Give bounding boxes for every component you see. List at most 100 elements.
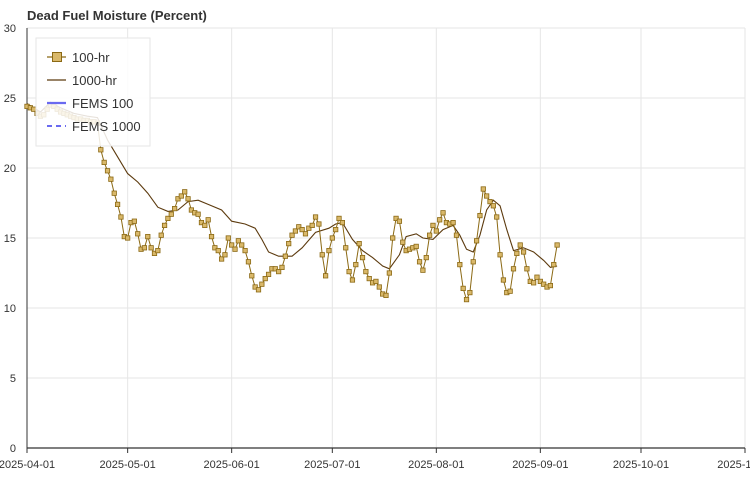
data-point-100-hr xyxy=(225,235,231,241)
data-point-100-hr xyxy=(151,250,158,256)
data-point-100-hr xyxy=(245,259,252,265)
y-tick-label: 5 xyxy=(10,373,16,385)
x-tick-label: 2025-06-01 xyxy=(204,459,260,471)
data-point-100-hr xyxy=(31,106,37,112)
data-point-100-hr xyxy=(212,245,218,251)
data-point-100-hr xyxy=(168,211,174,217)
data-point-100-hr xyxy=(239,242,245,248)
data-point-100-hr xyxy=(541,281,547,287)
x-tick-label: 2025-04-01 xyxy=(0,459,55,471)
x-tick-label: 2025-11-01 xyxy=(717,459,750,471)
data-point-100-hr xyxy=(289,232,295,238)
data-point-100-hr xyxy=(396,218,403,224)
data-point-100-hr xyxy=(537,278,543,285)
data-point-100-hr xyxy=(520,249,527,255)
data-point-100-hr xyxy=(205,217,211,223)
data-point-100-hr xyxy=(323,273,329,279)
data-point-100-hr xyxy=(343,245,349,251)
data-point-100-hr xyxy=(222,252,228,258)
data-point-100-hr xyxy=(463,296,470,303)
data-point-100-hr xyxy=(185,196,191,202)
data-point-100-hr xyxy=(265,271,272,278)
data-point-100-hr xyxy=(286,240,292,247)
data-point-100-hr xyxy=(292,228,299,234)
data-point-100-hr xyxy=(114,201,121,207)
y-tick-label: 25 xyxy=(4,93,16,105)
data-point-100-hr xyxy=(98,147,104,153)
data-point-100-hr xyxy=(259,281,265,287)
data-point-100-hr xyxy=(400,239,406,245)
data-point-100-hr xyxy=(517,242,523,248)
data-point-100-hr xyxy=(453,232,460,238)
data-point-100-hr xyxy=(279,264,285,271)
legend-item: FEMS 1000 xyxy=(47,119,141,134)
legend-label: 100-hr xyxy=(72,50,110,65)
y-tick-label: 20 xyxy=(4,163,16,175)
data-point-100-hr xyxy=(366,275,372,282)
data-point-100-hr xyxy=(473,238,480,244)
data-point-100-hr xyxy=(329,235,335,241)
chart-title: Dead Fuel Moisture (Percent) xyxy=(27,8,207,23)
data-point-100-hr xyxy=(319,252,325,258)
data-point-100-hr xyxy=(551,261,557,268)
data-point-100-hr xyxy=(202,222,208,228)
data-point-100-hr xyxy=(255,287,262,293)
y-axis-ticks: 0 5 10 15 20 25 30 xyxy=(4,23,16,455)
data-point-100-hr xyxy=(480,186,486,192)
x-tick-label: 2025-07-01 xyxy=(304,459,360,471)
data-point-100-hr xyxy=(306,225,312,231)
data-point-100-hr xyxy=(514,250,520,256)
data-point-100-hr xyxy=(470,259,476,265)
data-point-100-hr xyxy=(353,261,359,268)
data-point-100-hr xyxy=(299,226,305,233)
data-point-100-hr xyxy=(309,222,315,228)
y-tick-label: 0 xyxy=(10,443,16,455)
legend-item: 1000-hr xyxy=(47,73,117,88)
data-point-100-hr xyxy=(104,168,111,174)
data-point-100-hr xyxy=(363,268,369,275)
data-point-100-hr xyxy=(101,159,107,165)
data-point-100-hr xyxy=(218,256,225,262)
data-point-100-hr xyxy=(333,226,339,233)
data-point-100-hr xyxy=(235,238,241,244)
data-point-100-hr xyxy=(165,215,171,221)
data-point-100-hr xyxy=(272,266,278,272)
data-point-100-hr xyxy=(326,247,332,254)
data-point-100-hr xyxy=(490,203,496,209)
data-point-100-hr xyxy=(356,240,362,247)
data-point-100-hr xyxy=(413,243,419,249)
data-point-100-hr xyxy=(386,270,392,276)
legend-label: FEMS 100 xyxy=(72,96,133,111)
data-point-100-hr xyxy=(423,254,429,261)
legend: 100-hr 1000-hr FEMS 100 FEMS 1000 xyxy=(35,37,151,147)
data-point-100-hr xyxy=(547,282,554,289)
legend-marker xyxy=(52,52,62,62)
data-point-100-hr xyxy=(316,221,322,227)
data-point-100-hr xyxy=(457,261,463,268)
data-point-100-hr xyxy=(359,254,366,261)
data-point-100-hr xyxy=(487,198,493,205)
data-point-100-hr xyxy=(175,196,181,202)
data-point-100-hr xyxy=(161,222,168,228)
data-point-100-hr xyxy=(497,252,503,258)
x-axis-ticks: 2025-04-01 2025-05-01 2025-06-01 2025-07-01… xyxy=(0,448,750,471)
x-tick-label: 2025-10-01 xyxy=(613,459,669,471)
data-point-100-hr xyxy=(282,253,288,259)
data-point-100-hr xyxy=(242,247,248,254)
data-point-100-hr xyxy=(215,247,221,254)
data-point-100-hr xyxy=(252,284,258,290)
data-point-100-hr xyxy=(494,214,500,220)
y-tick-label: 15 xyxy=(4,233,16,245)
data-point-100-hr xyxy=(554,242,560,248)
data-point-100-hr xyxy=(420,267,426,273)
data-point-100-hr xyxy=(302,231,309,237)
legend-label: FEMS 1000 xyxy=(72,119,141,134)
data-point-100-hr xyxy=(376,284,382,290)
data-point-100-hr xyxy=(188,207,195,213)
data-point-100-hr xyxy=(450,219,456,226)
data-point-100-hr xyxy=(430,222,436,228)
data-point-100-hr xyxy=(500,277,507,283)
data-point-100-hr xyxy=(198,219,205,226)
data-point-100-hr xyxy=(531,280,537,286)
